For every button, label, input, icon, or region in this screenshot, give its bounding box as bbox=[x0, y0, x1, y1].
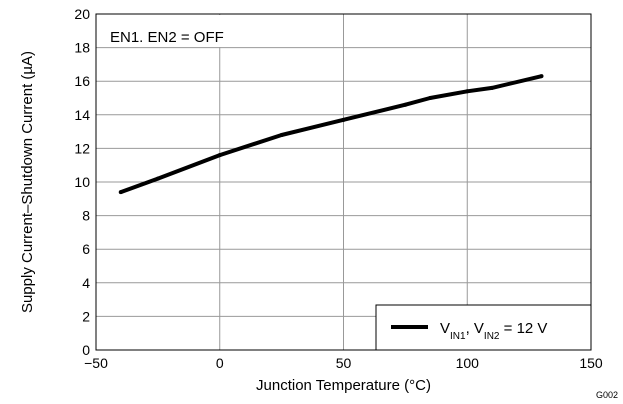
plot-frame bbox=[95, 13, 592, 351]
x-tick-label: 0 bbox=[216, 355, 224, 371]
y-tick-label: 0 bbox=[82, 342, 90, 358]
annotation-text: EN1. EN2 = OFF bbox=[110, 29, 224, 46]
x-tick-label: 50 bbox=[336, 355, 352, 371]
x-tick-labels: −50 0 50 100 150 bbox=[84, 355, 603, 371]
legend-sub2: IN2 bbox=[484, 331, 500, 342]
legend-tail: = 12 V bbox=[499, 320, 547, 337]
series-point bbox=[341, 117, 346, 122]
y-tick-label: 10 bbox=[74, 174, 90, 190]
x-tick-label: 150 bbox=[579, 355, 603, 371]
legend-label: VIN1, VIN2 = 12 V bbox=[440, 320, 547, 342]
y-tick-label: 20 bbox=[74, 6, 90, 22]
y-tick-label: 2 bbox=[82, 308, 90, 324]
figure-code: G002 bbox=[596, 390, 618, 400]
series-point bbox=[118, 190, 123, 195]
series-point bbox=[403, 102, 408, 107]
y-axis-label: Supply Current–Shutdown Current (µA) bbox=[19, 51, 36, 313]
grid bbox=[96, 14, 591, 350]
series-points bbox=[118, 74, 544, 195]
series-point bbox=[428, 96, 433, 100]
series-point bbox=[490, 85, 494, 90]
series-point bbox=[155, 176, 160, 181]
y-tick-label: 6 bbox=[82, 241, 90, 257]
legend-sub1: IN1 bbox=[450, 331, 466, 342]
annotation-background bbox=[97, 15, 269, 47]
series-line-vin-12v bbox=[120, 74, 542, 194]
series-point bbox=[217, 153, 222, 158]
x-axis-label: Junction Temperature (°C) bbox=[256, 377, 431, 394]
y-tick-label: 14 bbox=[74, 107, 90, 123]
legend-mid: , V bbox=[466, 320, 484, 337]
y-tick-label: 4 bbox=[82, 275, 90, 291]
x-tick-label: 100 bbox=[456, 355, 480, 371]
series-point bbox=[539, 74, 544, 79]
series-point bbox=[465, 89, 470, 94]
y-tick-labels: 0 2 4 6 8 10 12 14 16 18 20 bbox=[74, 6, 90, 358]
x-tick-label: −50 bbox=[84, 355, 108, 371]
y-tick-label: 18 bbox=[74, 40, 90, 56]
y-tick-label: 16 bbox=[74, 73, 90, 89]
y-tick-label: 12 bbox=[74, 140, 90, 156]
legend-v: V bbox=[440, 320, 450, 337]
series-point bbox=[279, 132, 284, 137]
y-tick-label: 8 bbox=[82, 208, 90, 224]
